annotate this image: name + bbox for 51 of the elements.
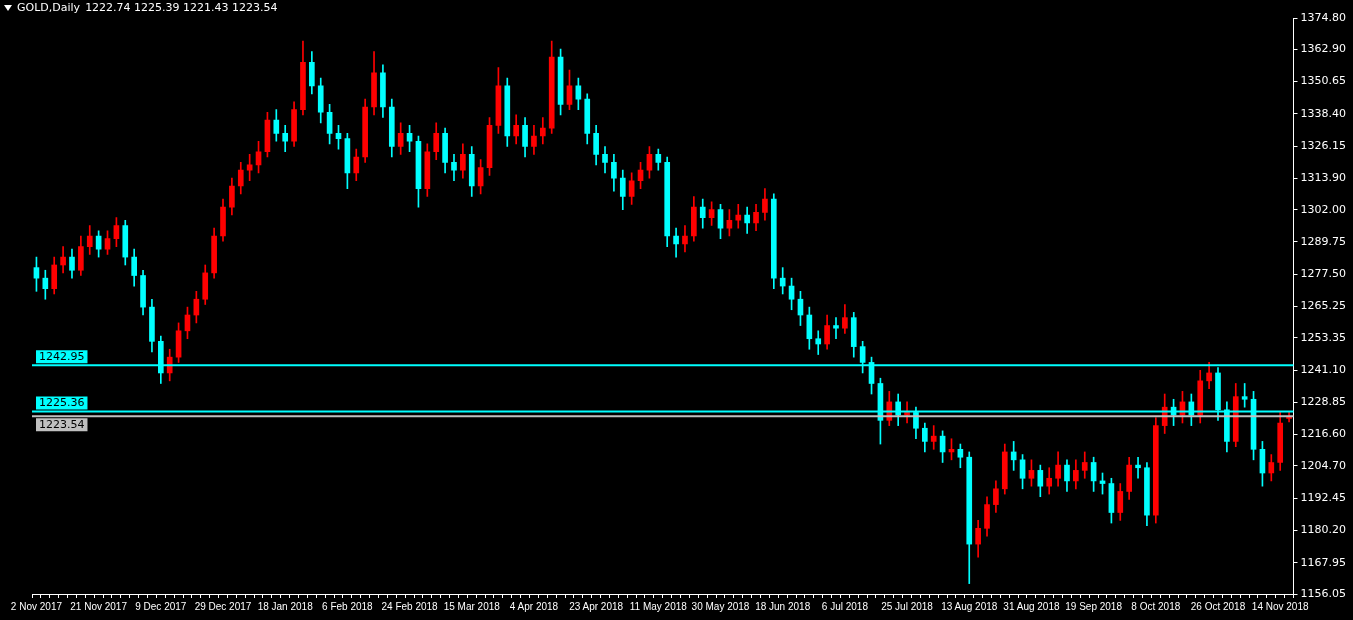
x-tick-label: 19 Sep 2018 bbox=[1065, 600, 1123, 612]
ref-line-label: 1242.95 bbox=[39, 350, 85, 364]
x-tick-label: 30 May 2018 bbox=[691, 600, 750, 612]
ref-line-label: 1225.36 bbox=[39, 396, 85, 410]
y-tick-label: 1362.90 bbox=[1300, 42, 1347, 56]
x-tick-label: 4 Apr 2018 bbox=[509, 600, 559, 612]
y-tick-label: 1350.65 bbox=[1300, 74, 1347, 88]
y-tick-label: 1241.10 bbox=[1300, 362, 1347, 376]
x-tick-label: 18 Jan 2018 bbox=[257, 600, 314, 612]
x-tick-label: 26 Oct 2018 bbox=[1190, 600, 1246, 612]
ref-line-label: 1223.54 bbox=[39, 418, 85, 432]
chart-title: GOLD,Daily bbox=[17, 1, 81, 14]
x-tick-label: 11 May 2018 bbox=[629, 600, 688, 612]
x-tick-label: 8 Oct 2018 bbox=[1131, 600, 1181, 612]
x-tick-label: 31 Aug 2018 bbox=[1003, 600, 1060, 612]
y-tick-label: 1302.00 bbox=[1300, 202, 1347, 216]
x-tick-label: 29 Dec 2017 bbox=[194, 600, 252, 612]
x-tick-label: 9 Dec 2017 bbox=[135, 600, 187, 612]
candlestick bbox=[815, 330, 822, 355]
x-tick-label: 21 Nov 2017 bbox=[70, 600, 128, 612]
chart-subtitle: 1222.74 1225.39 1221.43 1223.54 bbox=[85, 1, 278, 14]
y-tick-label: 1277.50 bbox=[1300, 267, 1347, 281]
y-tick-label: 1216.60 bbox=[1300, 427, 1347, 441]
x-tick-label: 6 Jul 2018 bbox=[821, 600, 869, 612]
x-tick-label: 6 Feb 2018 bbox=[322, 600, 374, 612]
y-tick-label: 1228.85 bbox=[1300, 395, 1347, 409]
candlestick bbox=[735, 204, 742, 229]
candlestick bbox=[833, 317, 839, 340]
x-tick-label: 18 Jun 2018 bbox=[755, 600, 811, 612]
y-tick-label: 1374.80 bbox=[1300, 10, 1347, 24]
y-tick-label: 1313.90 bbox=[1300, 171, 1347, 185]
y-tick-label: 1265.25 bbox=[1300, 299, 1347, 313]
x-tick-label: 15 Mar 2018 bbox=[443, 600, 501, 612]
x-tick-label: 25 Jul 2018 bbox=[881, 600, 934, 612]
y-tick-label: 1167.95 bbox=[1300, 555, 1347, 569]
y-tick-label: 1326.15 bbox=[1300, 138, 1347, 152]
y-tick-label: 1253.35 bbox=[1300, 330, 1347, 344]
y-tick-label: 1192.45 bbox=[1300, 491, 1347, 505]
candlestick bbox=[1010, 441, 1017, 471]
y-tick-label: 1156.05 bbox=[1300, 586, 1347, 600]
x-tick-label: 2 Nov 2017 bbox=[10, 600, 63, 612]
y-tick-label: 1338.40 bbox=[1300, 106, 1347, 120]
candlestick bbox=[930, 425, 937, 450]
y-tick-label: 1180.20 bbox=[1300, 523, 1347, 537]
x-tick-label: 14 Nov 2018 bbox=[1251, 600, 1309, 612]
y-tick-label: 1204.70 bbox=[1300, 458, 1347, 472]
x-tick-label: 24 Feb 2018 bbox=[381, 600, 439, 612]
candlestick bbox=[1135, 456, 1141, 479]
x-tick-label: 13 Aug 2018 bbox=[941, 600, 998, 612]
x-tick-label: 23 Apr 2018 bbox=[569, 600, 624, 612]
y-tick-label: 1289.75 bbox=[1300, 234, 1347, 248]
